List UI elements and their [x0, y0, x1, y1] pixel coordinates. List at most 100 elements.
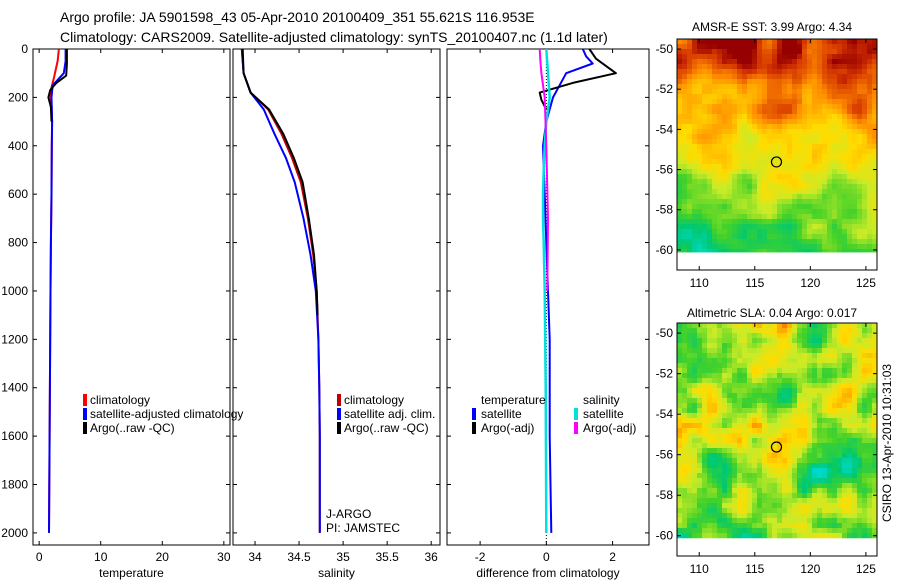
- map-cell: [702, 84, 708, 90]
- map-cell: [867, 413, 873, 419]
- map-cell: [697, 323, 703, 329]
- map-cell: [692, 229, 698, 235]
- map-cell: [737, 74, 743, 80]
- map-cell: [727, 244, 733, 250]
- map-cell: [797, 448, 803, 454]
- map-cell: [707, 44, 713, 50]
- map-cell: [867, 333, 873, 339]
- x-axis-label: temperature: [99, 566, 164, 580]
- map-cell: [737, 119, 743, 125]
- map-cell: [867, 338, 873, 344]
- map-cell: [777, 333, 783, 339]
- map-cell: [702, 44, 708, 50]
- map-cell: [767, 64, 773, 70]
- map-cell: [817, 428, 823, 434]
- map-cell: [832, 129, 838, 135]
- map-cell: [827, 348, 833, 354]
- map-cell: [732, 333, 738, 339]
- map-cell: [702, 528, 708, 534]
- map-cell: [802, 179, 808, 185]
- map-cell: [757, 443, 763, 449]
- map-cell: [857, 488, 863, 494]
- map-cell: [747, 199, 753, 205]
- map-cell: [767, 134, 773, 140]
- map-cell: [732, 428, 738, 434]
- map-cell: [797, 84, 803, 90]
- map-cell: [752, 204, 758, 210]
- map-cell: [782, 523, 788, 529]
- map-cell: [817, 149, 823, 155]
- map-cell: [767, 224, 773, 230]
- map-cell: [822, 169, 828, 175]
- map-cell: [812, 438, 818, 444]
- map-cell: [772, 99, 778, 105]
- map-cell: [837, 69, 843, 75]
- map-cell: [702, 224, 708, 230]
- map-cell: [727, 418, 733, 424]
- series-line-climatology: [240, 49, 321, 533]
- map-cell: [682, 94, 688, 100]
- map-cell: [707, 49, 713, 55]
- map-cell: [777, 59, 783, 65]
- map-cell: [822, 184, 828, 190]
- map-cell: [712, 338, 718, 344]
- map-cell: [757, 99, 763, 105]
- map-cell: [802, 89, 808, 95]
- map-cell: [787, 423, 793, 429]
- map-cell: [832, 343, 838, 349]
- map-cell: [842, 199, 848, 205]
- map-cell: [717, 109, 723, 115]
- map-cell: [722, 533, 728, 539]
- map-cell: [727, 353, 733, 359]
- map-cell: [802, 234, 808, 240]
- map-cell: [807, 109, 813, 115]
- map-cell: [747, 114, 753, 120]
- map-cell: [712, 99, 718, 105]
- map-cell: [752, 219, 758, 225]
- map-cell: [737, 473, 743, 479]
- map-cell: [737, 104, 743, 110]
- map-cell: [677, 498, 683, 504]
- map-cell: [722, 244, 728, 250]
- map-cell: [797, 468, 803, 474]
- map-cell: [817, 89, 823, 95]
- map-cell: [762, 448, 768, 454]
- map-cell: [827, 453, 833, 459]
- map-cell: [702, 209, 708, 215]
- map-cell: [767, 49, 773, 55]
- map-cell: [697, 428, 703, 434]
- map-cell: [727, 408, 733, 414]
- map-cell: [777, 104, 783, 110]
- map-cell: [852, 49, 858, 55]
- map-cell: [697, 239, 703, 245]
- map-cell: [732, 174, 738, 180]
- map-cell: [792, 134, 798, 140]
- map-cell: [682, 139, 688, 145]
- map-cell: [747, 328, 753, 334]
- map-cell: [812, 154, 818, 160]
- map-cell: [682, 154, 688, 160]
- map-cell: [712, 498, 718, 504]
- map-cell: [777, 468, 783, 474]
- map-cell: [842, 144, 848, 150]
- map-cell: [717, 403, 723, 409]
- map-cell: [837, 84, 843, 90]
- map-cell: [752, 408, 758, 414]
- map-cell: [752, 528, 758, 534]
- map-cell: [782, 378, 788, 384]
- map-cell: [767, 393, 773, 399]
- map-cell: [682, 493, 688, 499]
- map-cell: [872, 109, 878, 115]
- map-cell: [787, 498, 793, 504]
- map-cell: [762, 388, 768, 394]
- map-cell: [827, 49, 833, 55]
- map-cell: [697, 159, 703, 165]
- map-cell: [817, 418, 823, 424]
- map-cell: [822, 523, 828, 529]
- map-cell: [862, 518, 868, 524]
- map-cell: [817, 498, 823, 504]
- map-cell: [717, 94, 723, 100]
- map-cell: [842, 94, 848, 100]
- map-cell: [712, 388, 718, 394]
- map-cell: [842, 428, 848, 434]
